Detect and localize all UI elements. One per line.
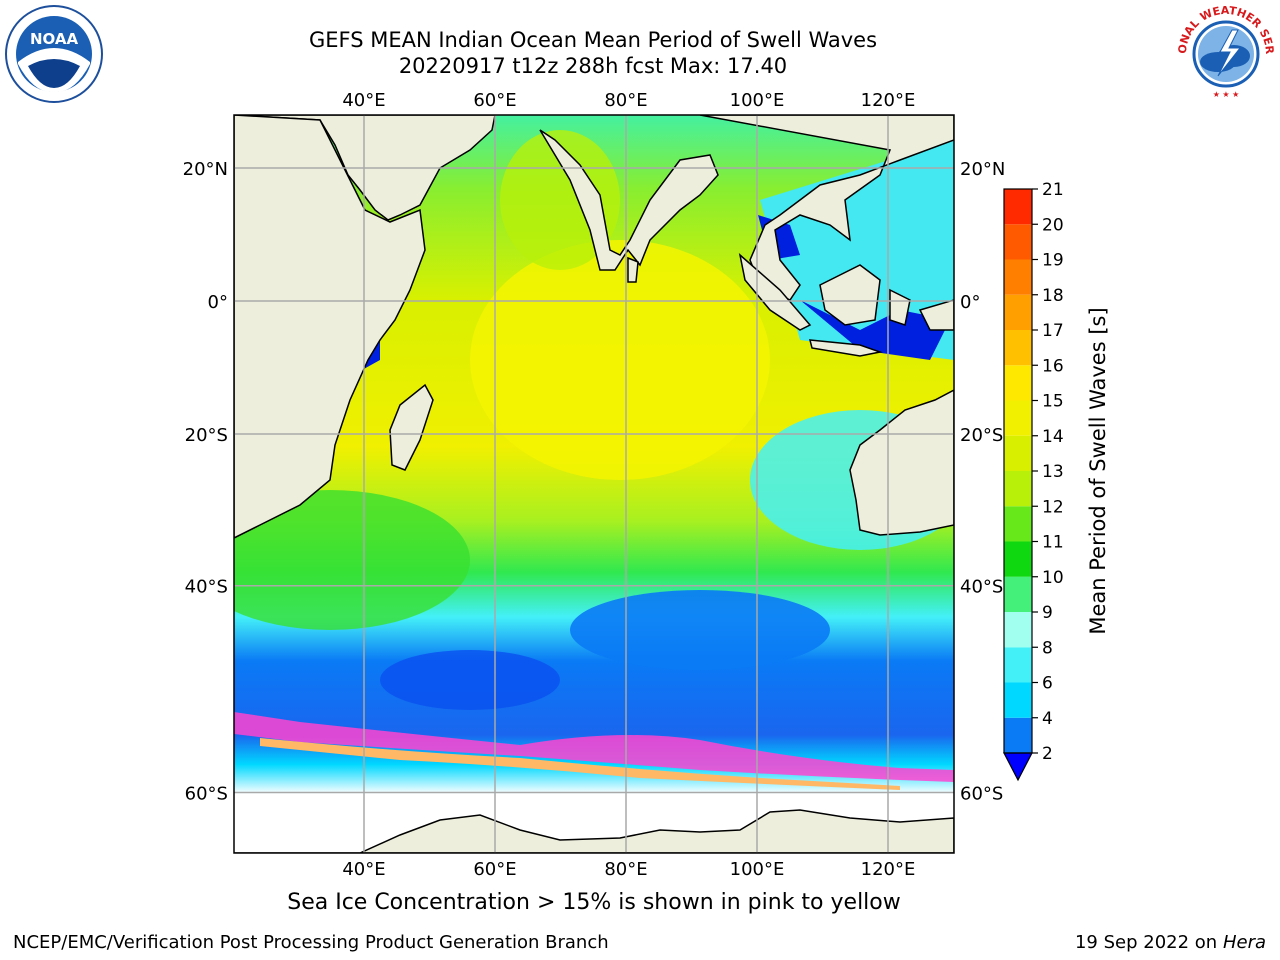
noaa-logo: NOAA xyxy=(5,5,103,103)
colorbar-cell-15 xyxy=(1004,189,1032,225)
lat-label-left-2: 20°S xyxy=(185,425,228,446)
lon-label-bottom-3: 100°E xyxy=(730,859,785,880)
land-borneo xyxy=(819,264,881,326)
colorbar-cell-12 xyxy=(1004,294,1032,330)
colorbar-tick-15: 20 xyxy=(1042,215,1064,235)
chart-subtitle: 20220917 t12z 288h fcst Max: 17.40 xyxy=(398,54,788,78)
lon-label-top-1: 60°E xyxy=(473,90,516,111)
credit-date: 19 Sep 2022 on Hera xyxy=(1075,932,1266,953)
colorbar-cell-1 xyxy=(1004,682,1032,718)
colorbar-tick-5: 10 xyxy=(1042,568,1064,588)
colorbar-tick-13: 18 xyxy=(1042,286,1064,306)
colorbar-tick-4: 9 xyxy=(1042,603,1053,623)
colorbar: 2 4 6 8 9 10 11 12 13 14 15 16 17 18 19 20 21 Mean Perio… xyxy=(1003,180,1110,782)
lat-label-left-1: 0° xyxy=(208,292,228,313)
chart-title: GEFS MEAN Indian Ocean Mean Period of Sw… xyxy=(308,28,878,52)
lat-label-right-1: 0° xyxy=(960,292,980,313)
lon-label-bottom-0: 40°E xyxy=(342,859,385,880)
lon-label-bottom-2: 80°E xyxy=(604,859,647,880)
colorbar-cell-6 xyxy=(1004,506,1032,542)
noaa-logo-text: NOAA xyxy=(30,30,79,48)
svg-text:★ ★ ★: ★ ★ ★ xyxy=(1213,90,1240,99)
colorbar-cells xyxy=(1004,189,1032,753)
colorbar-label: Mean Period of Swell Waves [s] xyxy=(1086,307,1110,634)
colorbar-tick-6: 11 xyxy=(1042,533,1064,553)
credit-host: Hera xyxy=(1222,932,1266,953)
sea-ice-band xyxy=(234,712,954,782)
lon-label-top-3: 100°E xyxy=(730,90,785,111)
colorbar-tick-10: 15 xyxy=(1042,392,1064,412)
nws-logo: NATIONAL WEATHER SERVICE ★ ★ ★ xyxy=(1176,4,1276,100)
colorbar-tick-2: 6 xyxy=(1042,674,1053,694)
lat-label-right-3: 40°S xyxy=(960,577,1003,598)
land-australia xyxy=(849,389,954,536)
colorbar-tick-16: 21 xyxy=(1042,180,1064,200)
lat-label-right-0: 20°N xyxy=(960,159,1005,180)
lon-label-top-0: 40°E xyxy=(342,90,385,111)
colorbar-tick-12: 17 xyxy=(1042,321,1064,341)
colorbar-cell-9 xyxy=(1004,400,1032,436)
colorbar-tick-11: 16 xyxy=(1042,356,1064,376)
lat-label-left-0: 20°N xyxy=(183,159,228,180)
lat-label-left-3: 40°S xyxy=(185,577,228,598)
lon-label-bottom-1: 60°E xyxy=(473,859,516,880)
colorbar-tick-8: 13 xyxy=(1042,462,1064,482)
land-antarctica xyxy=(234,809,954,853)
lat-label-right-4: 60°S xyxy=(960,783,1003,804)
land-africa xyxy=(234,115,426,539)
credit-branch: NCEP/EMC/Verification Post Processing Pr… xyxy=(13,932,609,953)
colorbar-extend-triangle xyxy=(1003,752,1033,782)
land-india xyxy=(539,129,719,271)
map-area xyxy=(234,115,954,853)
sea-ice-note: Sea Ice Concentration > 15% is shown in … xyxy=(287,890,901,915)
colorbar-cell-11 xyxy=(1004,330,1032,366)
credit-date-text: 19 Sep 2022 on xyxy=(1074,932,1218,953)
lat-label-left-4: 60°S xyxy=(185,783,228,804)
lat-labels-left: 20°N 0° 20°S 40°S 60°S xyxy=(183,159,228,804)
colorbar-tick-1: 4 xyxy=(1042,709,1053,729)
colorbar-tick-0: 2 xyxy=(1042,744,1053,764)
lon-label-top-4: 120°E xyxy=(861,90,916,111)
lat-label-right-2: 20°S xyxy=(960,425,1003,446)
colorbar-tick-7: 12 xyxy=(1042,497,1064,517)
colorbar-cell-3 xyxy=(1004,612,1032,648)
colorbar-cell-14 xyxy=(1004,224,1032,260)
colorbar-tick-3: 8 xyxy=(1042,638,1053,658)
lat-labels-right: 20°N 0° 20°S 40°S 60°S xyxy=(960,159,1005,804)
colorbar-cell-0 xyxy=(1004,717,1032,753)
colorbar-cell-2 xyxy=(1004,647,1032,683)
map-frame xyxy=(233,114,955,854)
colorbar-tick-9: 14 xyxy=(1042,427,1064,447)
lon-labels-bottom: 40°E 60°E 80°E 100°E 120°E xyxy=(342,859,915,880)
colorbar-cell-8 xyxy=(1004,435,1032,471)
lon-label-top-2: 80°E xyxy=(604,90,647,111)
lon-label-bottom-4: 120°E xyxy=(861,859,916,880)
graticule xyxy=(234,115,954,853)
colorbar-cell-10 xyxy=(1004,365,1032,401)
colorbar-cell-5 xyxy=(1004,541,1032,577)
colorbar-tick-14: 19 xyxy=(1042,251,1064,271)
land-madagascar xyxy=(389,383,434,471)
lon-labels-top: 40°E 60°E 80°E 100°E 120°E xyxy=(342,90,915,111)
colorbar-cell-7 xyxy=(1004,471,1032,507)
colorbar-ticks: 2 4 6 8 9 10 11 12 13 14 15 16 17 18 19 20 21 xyxy=(1032,180,1064,764)
colorbar-cell-4 xyxy=(1004,576,1032,612)
colorbar-cell-13 xyxy=(1004,259,1032,295)
